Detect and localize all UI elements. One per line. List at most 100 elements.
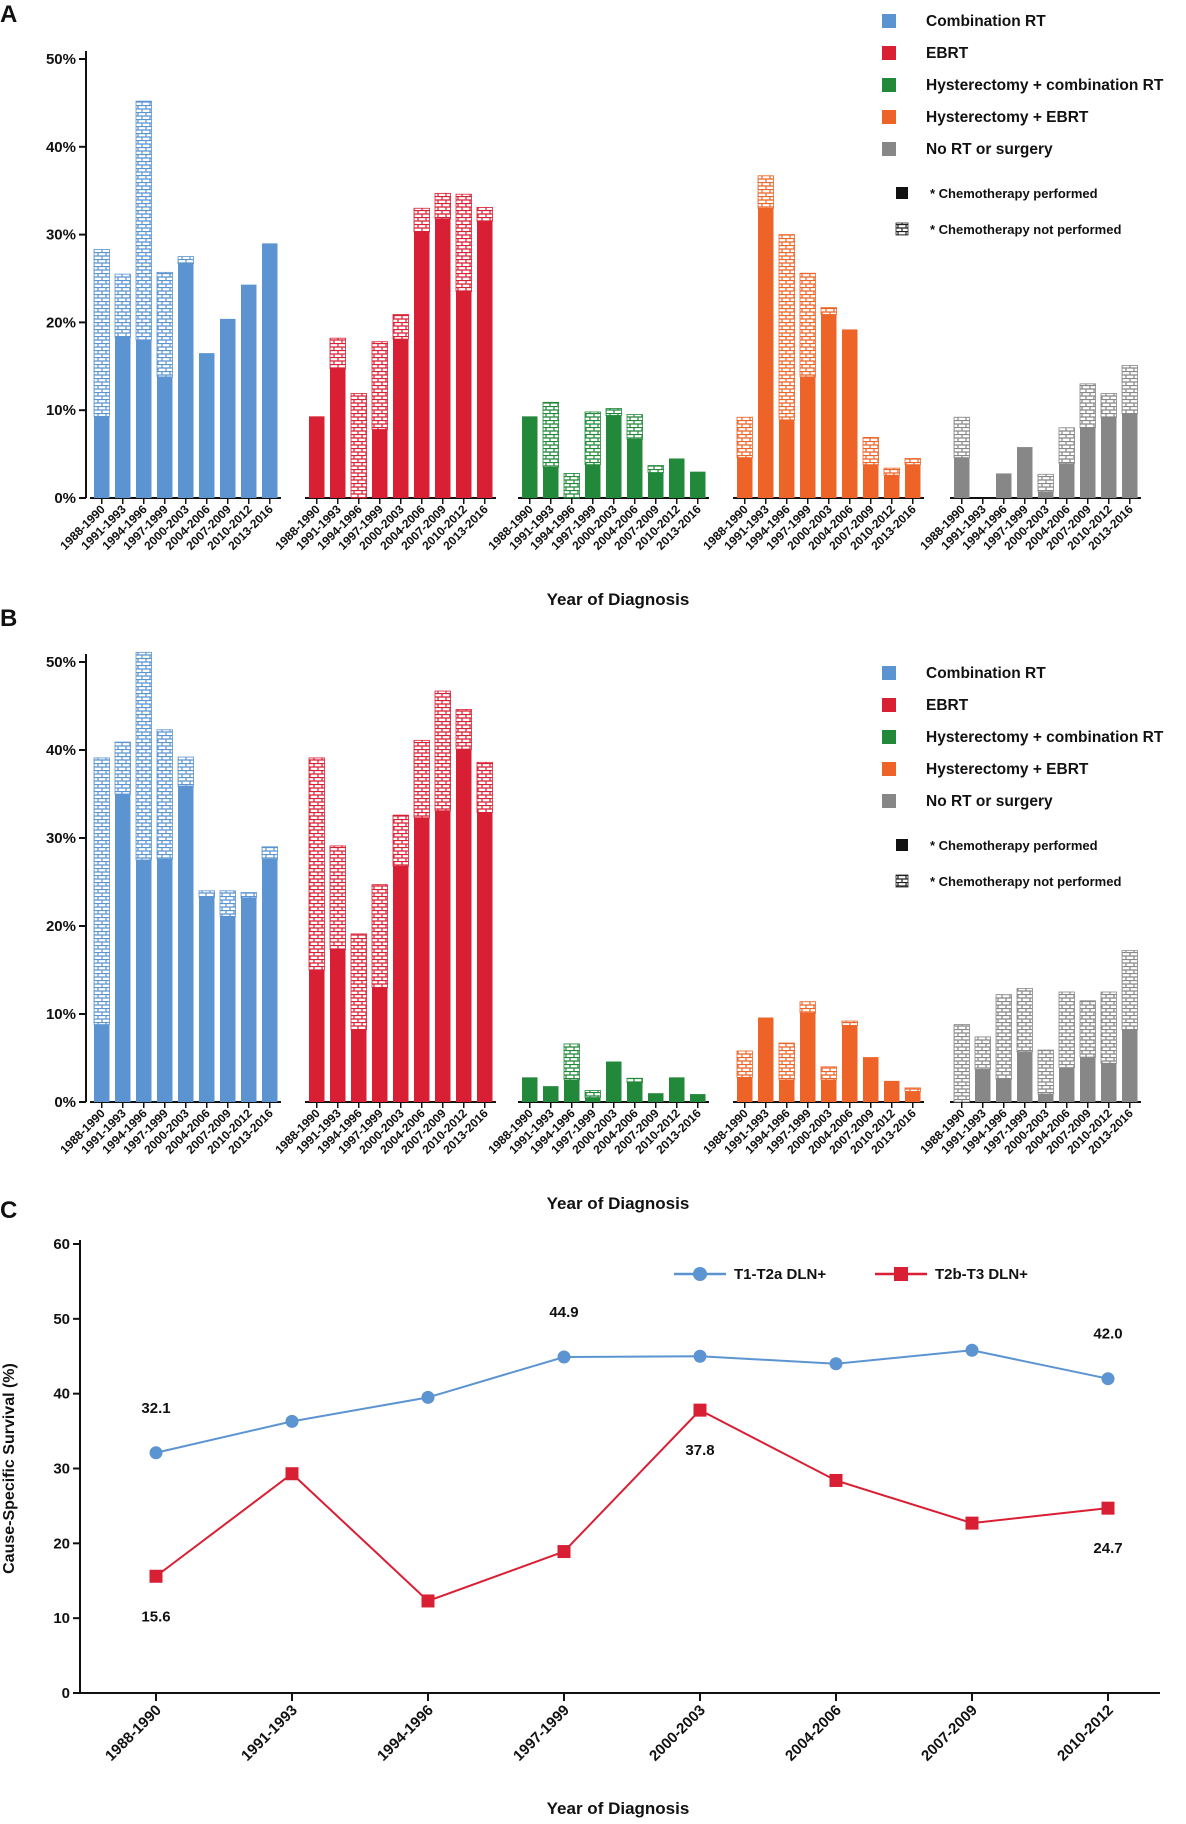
bar-chemo [241,284,257,498]
bar-chemo [800,376,816,498]
data-label: 44.9 [549,1304,578,1321]
bar-chemo [737,457,753,498]
bar-chemo [737,1077,753,1102]
legend-swatch [882,110,896,124]
bar-no-chemo [995,994,1012,1080]
bar-no-chemo [820,1066,837,1081]
bar-chemo [1017,447,1033,498]
bar-no-chemo [177,256,194,264]
bar-no-chemo [1100,393,1117,418]
bar-chemo [758,208,774,498]
y-tick-label: 10 [53,1610,70,1627]
y-tick-label: 30% [46,227,76,244]
x-axis-title: Year of Diagnosis [547,590,690,609]
bar-chemo [905,464,921,498]
legend-no-chemo-label: * Chemotherapy not performed [930,222,1121,237]
bar-chemo [330,949,346,1102]
data-point [965,1516,979,1530]
legend-label: Hysterectomy + combination RT [926,729,1164,746]
bar-chemo [136,860,152,1102]
legend-no-chemo-marker [895,222,909,236]
legend-label: Hysterectomy + EBRT [926,761,1089,778]
bar-chemo [842,1025,858,1102]
bar-no-chemo [626,414,643,440]
x-tick-label: 2004-2006 [782,1702,845,1765]
legend-chemo-marker [896,839,908,851]
bar-no-chemo [736,416,753,459]
bar-chemo [884,475,900,498]
legend-label: EBRT [926,697,969,714]
bar-chemo [543,1086,559,1102]
bar-no-chemo [1058,991,1075,1069]
panel-letter-c: C [0,1197,17,1224]
legend-label: T1-T2a DLN+ [734,1266,826,1283]
bar-chemo [585,1097,601,1102]
bar-no-chemo [820,307,837,315]
bar-chemo [414,817,430,1102]
bar-no-chemo [904,1087,921,1092]
data-point [285,1414,299,1428]
x-tick-label: 1994-1996 [374,1702,437,1765]
bar-chemo [435,218,451,498]
bar-chemo [690,1094,706,1102]
bar-no-chemo [135,651,152,861]
legend-label: EBRT [926,45,969,62]
data-point [965,1343,979,1357]
bar-no-chemo [114,741,131,795]
data-point [829,1357,843,1371]
bar-no-chemo [626,1077,643,1084]
legend-label: Hysterectomy + combination RT [926,77,1164,94]
legend-swatch [882,666,896,680]
x-axis-title: Year of Diagnosis [547,1799,690,1818]
bar-no-chemo [584,411,601,466]
bar-chemo [1038,1094,1054,1102]
bar-chemo [669,458,685,498]
legend-chemo-label: * Chemotherapy performed [930,838,1098,853]
bar-chemo [905,1091,921,1102]
bar-chemo [996,473,1012,498]
bar-no-chemo [413,207,430,233]
series-line [155,1349,1109,1454]
bar-chemo [1059,1067,1075,1102]
bar-no-chemo [862,437,879,466]
legend-no-chemo-label: * Chemotherapy not performed [930,874,1121,889]
panel-b: 0%10%20%30%40%50%1988-19901991-19931994-… [0,605,1164,1213]
bar-no-chemo [1079,383,1096,429]
bar-no-chemo [563,473,580,499]
bar-chemo [779,419,795,498]
legend-label: Hysterectomy + EBRT [926,109,1089,126]
data-label: 24.7 [1093,1540,1122,1557]
bar-chemo [435,810,451,1102]
bar-chemo [199,896,215,1102]
bar-chemo [178,786,194,1102]
bar-no-chemo [93,757,110,1025]
legend-label: T2b-T3 DLN+ [935,1266,1028,1283]
bar-no-chemo [434,690,451,812]
legend-chemo-marker [896,187,908,199]
bar-chemo [758,1017,774,1102]
bar-chemo [199,353,215,498]
bar-chemo [330,368,346,498]
legend-marker [894,1267,908,1281]
bar-no-chemo [476,761,493,813]
data-point [149,1446,163,1460]
panel-letter-a: A [0,1,17,28]
bar-chemo [157,859,173,1102]
bar-chemo [690,471,706,498]
bar-chemo [648,1093,664,1102]
bar-no-chemo [413,739,430,819]
bar-no-chemo [93,249,110,417]
bar-chemo [1080,1057,1096,1102]
bar-chemo [564,1080,580,1102]
bar-chemo [309,416,325,498]
bar-no-chemo [736,1050,753,1078]
bar-chemo [94,416,110,498]
y-tick-label: 40% [46,139,76,156]
bar-no-chemo [308,757,325,971]
legend-swatch [882,14,896,28]
bar-chemo [372,987,388,1102]
y-tick-label: 30% [46,830,76,847]
bar-chemo [779,1080,795,1102]
bar-no-chemo [1058,427,1075,465]
